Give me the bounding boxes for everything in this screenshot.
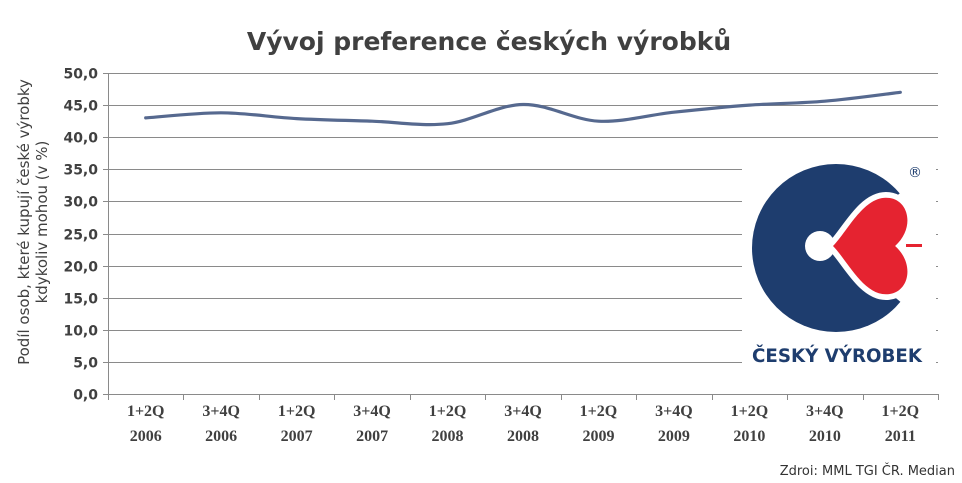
x-tick-label-line: 2008 bbox=[432, 428, 464, 445]
x-tick-label: 3+4Q 2007 bbox=[353, 403, 391, 445]
data-point bbox=[747, 103, 751, 107]
x-tick-label: 1+2Q 2006 bbox=[127, 403, 165, 445]
y-tick-label: 15,0 bbox=[63, 292, 98, 308]
data-point bbox=[295, 117, 299, 121]
x-tick-label-line: 2010 bbox=[809, 428, 841, 445]
x-tick-label: 3+4Q 2010 bbox=[806, 403, 844, 445]
x-tick-label-line: 1+2Q bbox=[580, 403, 618, 420]
y-axis-title-line-2: kdykoliv mohou (v %) bbox=[33, 141, 51, 304]
x-tick-label-line: 1+2Q bbox=[429, 403, 467, 420]
axes bbox=[108, 73, 938, 395]
source-note: Zdroi: MML TGI ČR. Median bbox=[780, 463, 955, 479]
y-tick-label: 40,0 bbox=[63, 131, 98, 147]
x-tick-label-line: 2010 bbox=[733, 428, 765, 445]
data-point bbox=[823, 99, 827, 103]
logo-keyhole bbox=[805, 231, 835, 261]
x-tick-label: 1+2Q 2007 bbox=[278, 403, 316, 445]
x-tick-label-line: 3+4Q bbox=[202, 403, 240, 420]
y-tick-label: 5,0 bbox=[73, 356, 98, 372]
x-tick-label: 3+4Q 2008 bbox=[504, 403, 542, 445]
cesky-vyrobek-logo: ® ČESKÝ VÝROBEK bbox=[742, 157, 936, 372]
data-point bbox=[898, 90, 902, 94]
x-tick-label-line: 3+4Q bbox=[353, 403, 391, 420]
x-tick-label-line: 2007 bbox=[356, 428, 388, 445]
y-tick-label: 50,0 bbox=[63, 67, 98, 83]
x-tick-label: 3+4Q 2006 bbox=[202, 403, 240, 445]
y-tick-label: 45,0 bbox=[63, 99, 98, 115]
x-tick-label-line: 2011 bbox=[885, 428, 916, 445]
x-tick-label: 1+2Q 2011 bbox=[881, 403, 919, 445]
x-tick-label-line: 2009 bbox=[658, 428, 690, 445]
x-tick-label-line: 3+4Q bbox=[806, 403, 844, 420]
y-axis-title-line-1: Podíl osob, které kupují české výrobky bbox=[15, 79, 33, 365]
data-point bbox=[446, 122, 450, 126]
x-tick-label: 3+4Q 2009 bbox=[655, 403, 693, 445]
x-tick-label: 1+2Q 2009 bbox=[580, 403, 618, 445]
y-tick-label: 10,0 bbox=[63, 324, 98, 340]
data-point bbox=[219, 111, 223, 115]
x-tick-label-line: 2008 bbox=[507, 428, 539, 445]
logo-heart bbox=[833, 197, 908, 295]
x-tick-label-line: 2009 bbox=[582, 428, 614, 445]
y-tick-label: 25,0 bbox=[63, 228, 98, 244]
x-tick-label-line: 3+4Q bbox=[504, 403, 542, 420]
x-tick-label: 1+2Q 2010 bbox=[731, 403, 769, 445]
x-tick-label-line: 3+4Q bbox=[655, 403, 693, 420]
x-tick-label-line: 2006 bbox=[205, 428, 237, 445]
data-point bbox=[521, 102, 525, 106]
x-tick-label: 1+2Q 2008 bbox=[429, 403, 467, 445]
data-point bbox=[672, 110, 676, 114]
logo-heart-stem bbox=[906, 244, 922, 247]
y-tick-label: 30,0 bbox=[63, 195, 98, 211]
series-line bbox=[144, 90, 902, 127]
x-axis-ticks: 1+2Q 2006 3+4Q 2006 1+2Q 2007 3+4Q 2007 1+2Q 2008… bbox=[108, 394, 939, 445]
y-tick-label: 20,0 bbox=[63, 260, 98, 276]
y-tick-label: 35,0 bbox=[63, 163, 98, 179]
logo-wordmark: ČESKÝ VÝROBEK bbox=[752, 343, 923, 367]
x-tick-label-line: 1+2Q bbox=[278, 403, 316, 420]
y-axis-ticks: 0,0 5,0 10,0 15,0 20,0 25,0 30,0 35,0 40,0 45,0 50… bbox=[63, 67, 108, 404]
registered-mark: ® bbox=[908, 165, 922, 181]
data-point bbox=[144, 116, 148, 120]
x-tick-label-line: 1+2Q bbox=[731, 403, 769, 420]
x-tick-label-line: 2006 bbox=[130, 428, 162, 445]
y-tick-label: 0,0 bbox=[73, 388, 98, 404]
data-point bbox=[370, 119, 374, 123]
chart-title: Vývoj preference českých výrobků bbox=[247, 27, 731, 56]
x-tick-label-line: 1+2Q bbox=[881, 403, 919, 420]
x-tick-label-line: 1+2Q bbox=[127, 403, 165, 420]
x-tick-label-line: 2007 bbox=[281, 428, 313, 445]
data-point bbox=[596, 119, 600, 123]
series-group bbox=[144, 90, 902, 127]
